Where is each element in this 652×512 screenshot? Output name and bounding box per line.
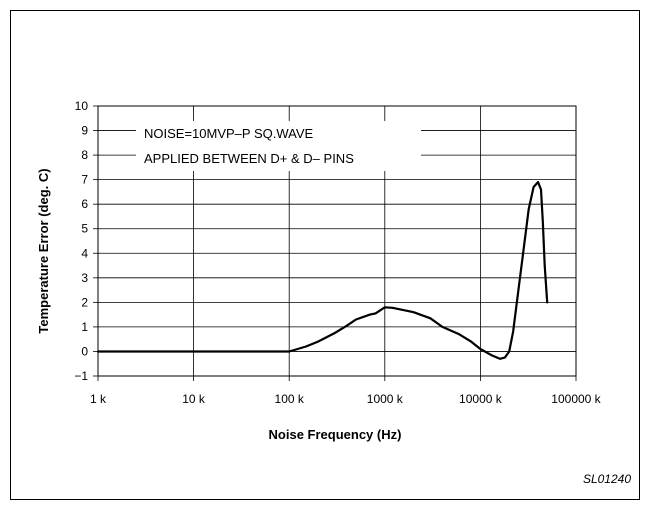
x-tick-label: 10000 k (459, 392, 503, 406)
y-tick-label: 3 (81, 271, 88, 285)
y-tick-label: 10 (75, 99, 89, 113)
y-axis-label: Temperature Error (deg. C) (36, 168, 51, 333)
x-tick-label: 100000 k (551, 392, 601, 406)
x-tick-label: 100 k (275, 392, 305, 406)
annotation-line-1: NOISE=10MVP–P SQ.WAVE (144, 126, 314, 141)
x-tick-label: 1 k (90, 392, 107, 406)
x-axis-label: Noise Frequency (Hz) (269, 427, 402, 442)
line-chart: −1 0 1 2 3 4 5 6 7 8 9 10 1 k 10 k 100 k 1000 k 10000 k 1… (36, 99, 631, 486)
y-tick-label: −1 (74, 369, 88, 383)
y-tick-label: 8 (81, 148, 88, 162)
y-tick-label: 4 (81, 246, 88, 260)
plot-border (97, 105, 577, 377)
y-tick-label: 0 (81, 344, 88, 358)
y-tick-label: 5 (81, 222, 88, 236)
chart-frame: −1 0 1 2 3 4 5 6 7 8 9 10 1 k 10 k 100 k 1000 k 10000 k 1… (10, 10, 640, 500)
y-tick-label: 9 (81, 124, 88, 138)
figure-code: SL01240 (583, 472, 631, 486)
series-layer (96, 181, 549, 360)
annotation-background (136, 121, 421, 171)
series-line-1 (96, 181, 549, 360)
y-tick-label: 6 (81, 197, 88, 211)
x-tick-label: 1000 k (367, 392, 404, 406)
y-tick-label: 7 (81, 173, 88, 187)
x-tick-label: 10 k (182, 392, 206, 406)
tick-labels: −1 0 1 2 3 4 5 6 7 8 9 10 1 k 10 k 100 k 1000 k 10000 k 1… (74, 99, 601, 406)
y-tick-label: 2 (81, 295, 88, 309)
y-tick-label: 1 (81, 320, 88, 334)
annotation: NOISE=10MVP–P SQ.WAVE APPLIED BETWEEN D+… (136, 121, 421, 171)
annotation-line-2: APPLIED BETWEEN D+ & D– PINS (144, 151, 354, 166)
